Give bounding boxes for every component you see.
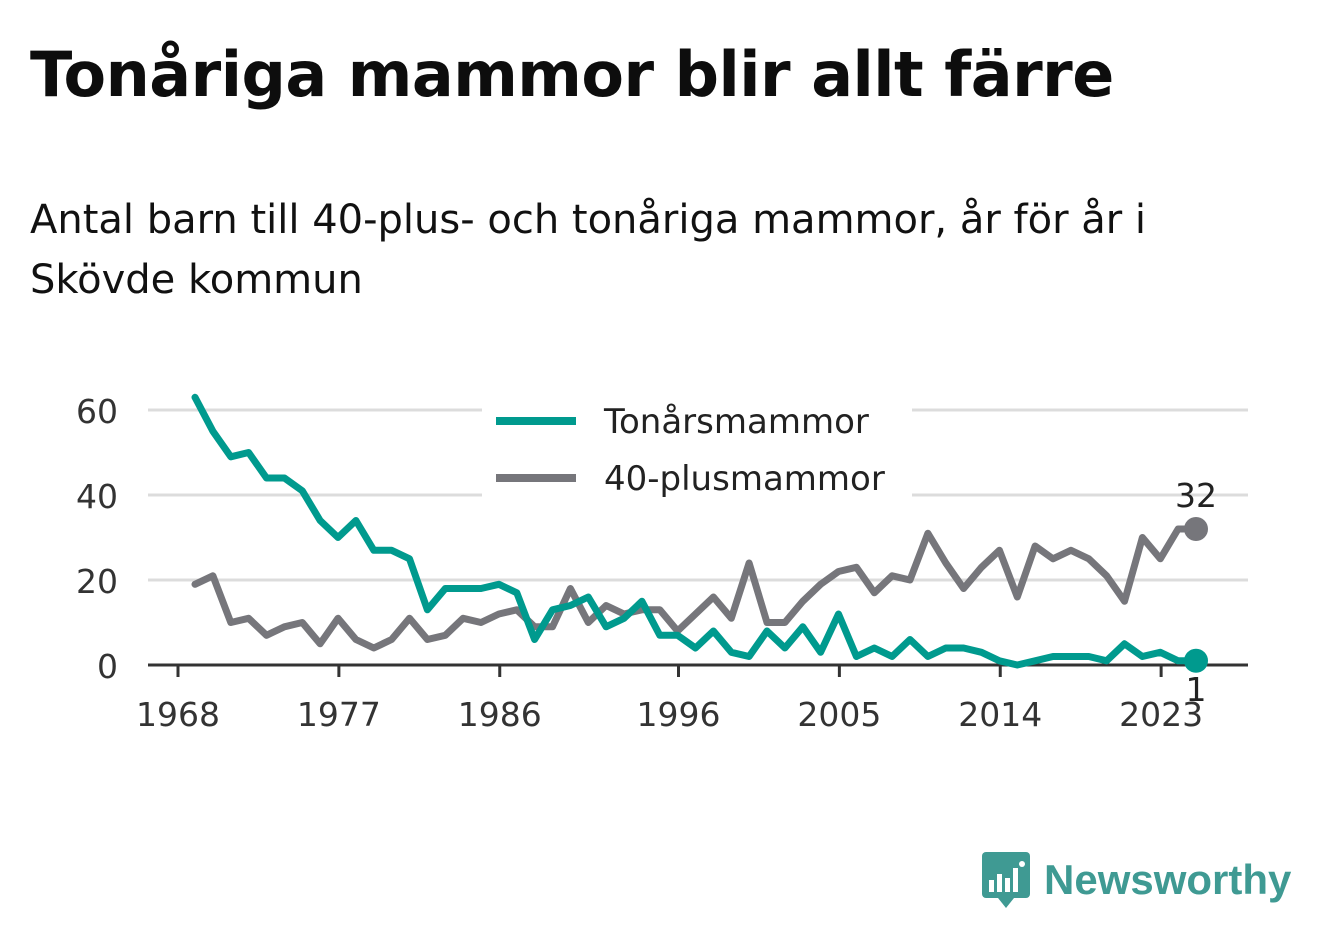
bar-chart-bubble-icon (982, 852, 1030, 908)
end-value-label: 1 (1186, 670, 1207, 709)
end-point-tonarsmammor (1184, 648, 1208, 673)
x-tick-label: 1986 (458, 695, 542, 734)
x-tick-label: 1977 (297, 695, 381, 734)
legend-label: Tonårsmammor (603, 402, 869, 442)
x-tick-label: 2023 (1119, 695, 1203, 734)
end-value-label: 32 (1175, 476, 1217, 515)
brand-logo: Newsworthy (980, 850, 1291, 910)
x-tick-label: 1996 (637, 695, 721, 734)
x-tick-label: 2005 (797, 695, 881, 734)
x-tick-label: 1968 (136, 695, 220, 734)
chart-subtitle: Antal barn till 40-plus- och tonåriga ma… (30, 197, 1147, 303)
y-tick-label: 20 (76, 562, 118, 601)
legend-box (482, 392, 912, 518)
y-tick-label: 60 (76, 392, 118, 431)
y-tick-label: 40 (76, 477, 118, 516)
chart-title: Tonåriga mammor blir allt färre (30, 38, 1114, 111)
series-line-40-plusmammor (191, 525, 1200, 652)
y-tick-label: 0 (97, 647, 118, 686)
series-line-tonarsmammor (191, 393, 1200, 669)
legend-label: 40-plusmammor (604, 459, 885, 499)
x-tick-label: 2014 (958, 695, 1042, 734)
brand-name: Newsworthy (1044, 856, 1292, 903)
end-point-40-plusmammor (1184, 517, 1208, 541)
